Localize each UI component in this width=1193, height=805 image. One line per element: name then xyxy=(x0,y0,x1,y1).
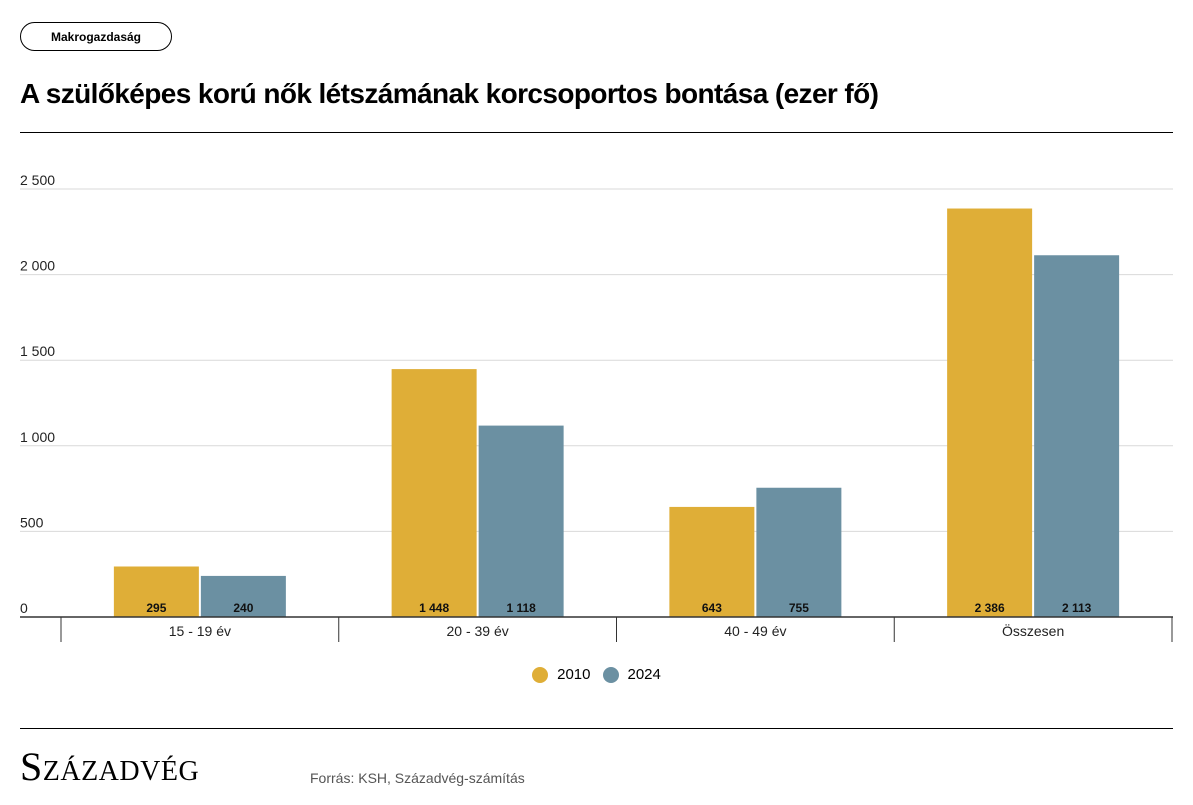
y-tick-label: 0 xyxy=(20,600,28,616)
category-tag[interactable]: Makrogazdaság xyxy=(20,22,172,51)
chart-legend: 2010 2024 xyxy=(0,666,1193,683)
y-tick-label: 500 xyxy=(20,514,44,530)
x-tick-label: 40 - 49 év xyxy=(724,623,786,639)
header-divider xyxy=(20,132,1173,133)
source-note: Forrás: KSH, Századvég-számítás xyxy=(310,770,525,786)
y-tick-label: 2 500 xyxy=(20,172,55,188)
y-tick-label: 1 500 xyxy=(20,343,55,359)
legend-swatch-2010 xyxy=(532,666,549,683)
bar-value-label: 643 xyxy=(702,601,722,615)
bar-2024 xyxy=(756,487,842,617)
x-tick-label: 15 - 19 év xyxy=(169,623,231,639)
y-tick-label: 1 000 xyxy=(20,429,55,445)
legend-item-2010: 2010 xyxy=(532,666,591,683)
bar-2024 xyxy=(1034,255,1120,617)
bar-2010 xyxy=(947,208,1033,618)
legend-item-2024: 2024 xyxy=(602,666,661,683)
y-tick-label: 2 000 xyxy=(20,258,55,274)
footer-divider xyxy=(20,728,1173,729)
bar-value-label: 2 386 xyxy=(975,601,1005,615)
legend-swatch-2024 xyxy=(602,666,619,683)
bar-value-label: 2 113 xyxy=(1062,601,1092,615)
bar-2010 xyxy=(391,369,477,617)
legend-label-2024: 2024 xyxy=(627,666,661,683)
legend-label-2010: 2010 xyxy=(557,666,591,683)
bar-2024 xyxy=(478,425,564,617)
bar-value-label: 1 118 xyxy=(506,601,536,615)
x-tick-label: 20 - 39 év xyxy=(446,623,508,639)
x-tick-label: Összesen xyxy=(1002,622,1064,639)
bar-value-label: 240 xyxy=(233,601,253,615)
chart-title: A szülőképes korú nők létszámának korcso… xyxy=(20,78,879,109)
bar-2010 xyxy=(669,506,755,617)
bar-2010 xyxy=(113,566,199,617)
bar-2024 xyxy=(200,575,286,617)
bar-value-label: 755 xyxy=(789,601,809,615)
bar-chart: 0 500 1 000 1 500 2 000 2 500 295 240 1 448 1 118… xyxy=(20,172,1173,642)
bar-value-label: 295 xyxy=(146,601,166,615)
bar-value-label: 1 448 xyxy=(419,601,449,615)
brand-logo: Századvég xyxy=(20,744,200,789)
